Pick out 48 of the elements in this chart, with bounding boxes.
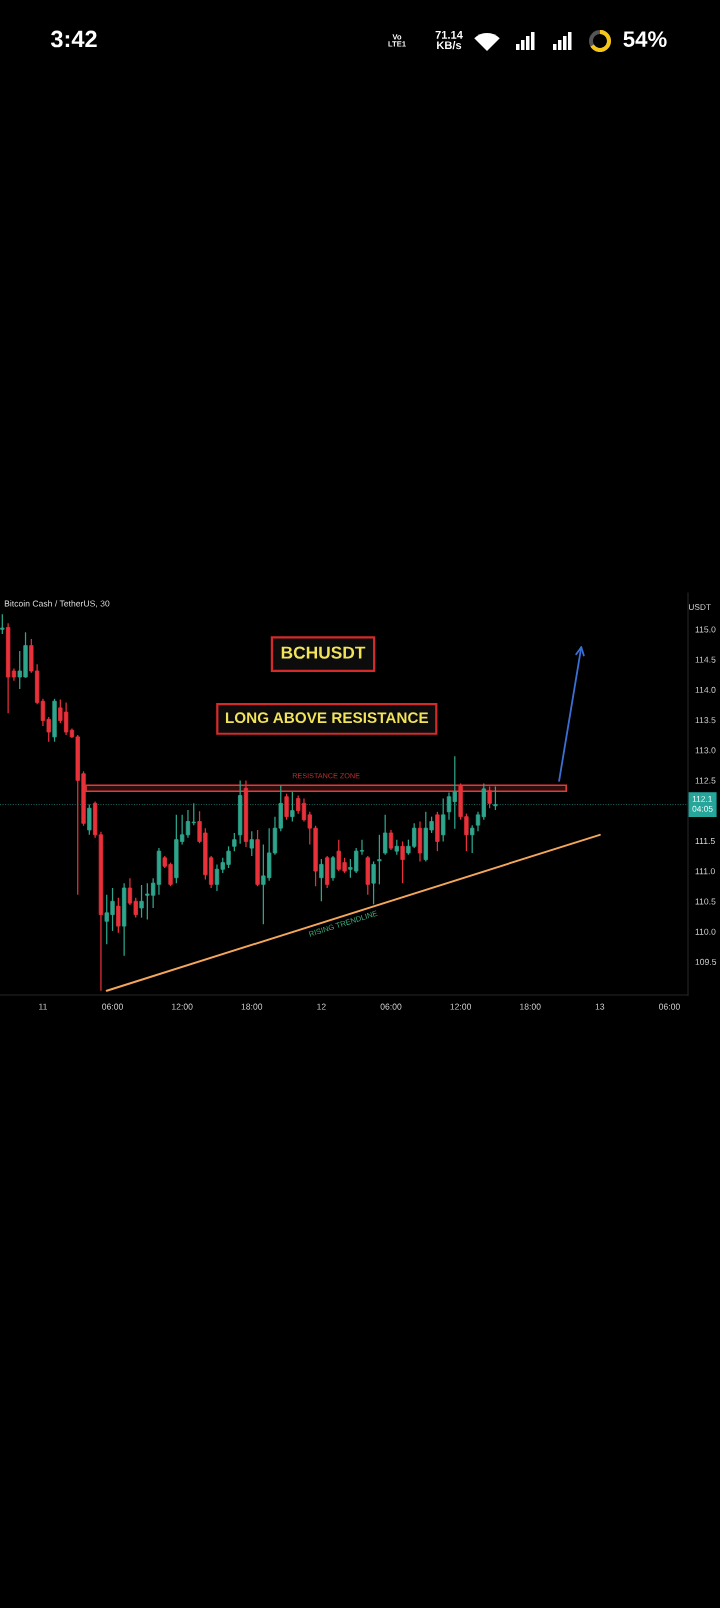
y-tick-label: 109.5 <box>695 958 717 965</box>
x-tick-label: 06:00 <box>102 1003 123 1010</box>
candlestick <box>493 785 498 811</box>
y-tick-label: 111.5 <box>695 838 715 845</box>
candlestick <box>116 897 121 934</box>
y-tick-label: 115.0 <box>695 626 716 633</box>
candlestick <box>330 855 336 882</box>
y-tick-label: 112.5 <box>695 777 716 784</box>
y-tick-label: 114.5 <box>695 656 716 663</box>
x-tick-label: 11 <box>39 1003 47 1010</box>
y-tick-label: 114.0 <box>695 686 716 693</box>
text: 71.14 KB/s <box>435 31 463 50</box>
x-tick-label: 18:00 <box>241 1003 263 1010</box>
candlestick <box>0 613 5 635</box>
candlestick <box>400 840 405 884</box>
y-tick-label: 111.0 <box>695 868 715 875</box>
candlestick <box>284 793 289 821</box>
candlestick <box>87 803 92 836</box>
x-tick-label: 13 <box>595 1003 605 1010</box>
ref-line-label: 112.1 04:05 <box>692 795 713 812</box>
x-tick-label: 18:00 <box>520 1003 541 1010</box>
candlestick <box>319 858 324 902</box>
y-tick-label: 110.5 <box>695 898 716 905</box>
candlestick <box>371 860 376 905</box>
text: BCHUSDT <box>281 646 366 659</box>
x-tick-label: 12:00 <box>172 1003 193 1010</box>
candlestick <box>487 785 492 809</box>
x-tick-label: 12 <box>317 1003 326 1010</box>
candlestick <box>232 832 237 852</box>
candlestick <box>388 829 394 851</box>
text: 3:42 <box>50 30 97 48</box>
candlestick <box>139 884 144 919</box>
text: 54% <box>623 31 667 47</box>
x-tick-label: 06:00 <box>659 1003 680 1010</box>
candlestick <box>470 824 475 854</box>
candlestick <box>290 791 295 823</box>
text: LONG ABOVE RESISTANCE <box>225 712 429 724</box>
y-tick-label: 113.5 <box>695 717 716 724</box>
candlestick <box>441 797 446 843</box>
x-tick-label: 06:00 <box>380 1003 402 1010</box>
candlestick <box>249 830 254 857</box>
y-tick-label: 110.0 <box>695 928 716 935</box>
candlestick <box>377 834 382 885</box>
x-tick-label: 12:00 <box>450 1003 472 1010</box>
candlestick <box>383 814 388 856</box>
y-tick-label: 113.0 <box>695 747 716 754</box>
y-axis-title: USDT <box>689 604 711 610</box>
annotation: Bitcoin Cash / TetherUS, 30 <box>4 600 110 608</box>
